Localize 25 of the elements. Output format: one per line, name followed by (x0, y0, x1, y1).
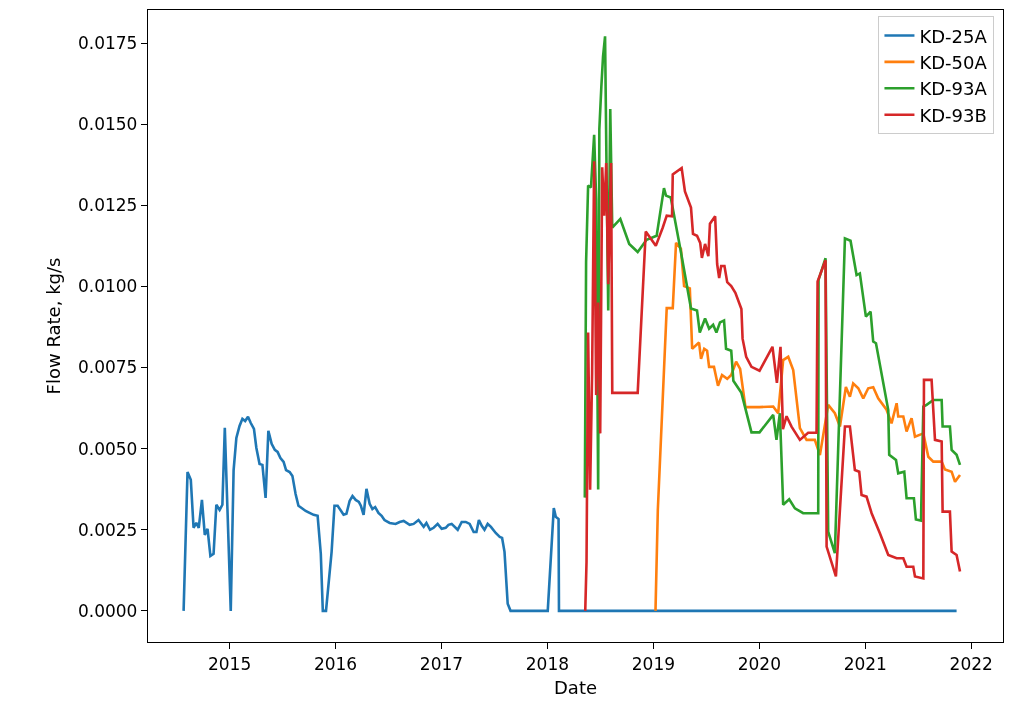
x-tick-label: 2022 (949, 653, 993, 674)
y-tick-label: 0.0175 (77, 33, 138, 54)
line-series (654, 241, 962, 613)
y-tick-label: 0.0125 (77, 195, 138, 216)
x-tick-label: 2018 (525, 653, 570, 674)
legend-label: KD-93B (919, 104, 987, 126)
y-tick-label: 0.0075 (77, 357, 138, 378)
x-tick-label: 2020 (737, 653, 781, 674)
line-series (182, 415, 958, 613)
x-tick-label: 2015 (207, 653, 252, 674)
y-tick-label: 0.0100 (77, 276, 138, 297)
y-tick-label: 0.0000 (77, 600, 138, 621)
y-axis-title: Flow Rate, kg/s (43, 257, 65, 395)
x-tick-label: 2021 (843, 653, 887, 674)
line-series (583, 159, 962, 613)
legend-label: KD-93A (919, 78, 988, 100)
x-tick-label: 2016 (313, 653, 358, 674)
y-tick-label: 0.0150 (77, 114, 138, 135)
legend-label: KD-25A (919, 25, 988, 47)
y-tick-label: 0.0050 (77, 438, 138, 459)
x-tick-label: 2019 (631, 653, 675, 674)
x-tick-label: 2017 (419, 653, 464, 674)
y-tick-label: 0.0025 (77, 519, 138, 540)
legend-label: KD-50A (919, 51, 988, 73)
x-axis-title: Date (553, 676, 598, 698)
